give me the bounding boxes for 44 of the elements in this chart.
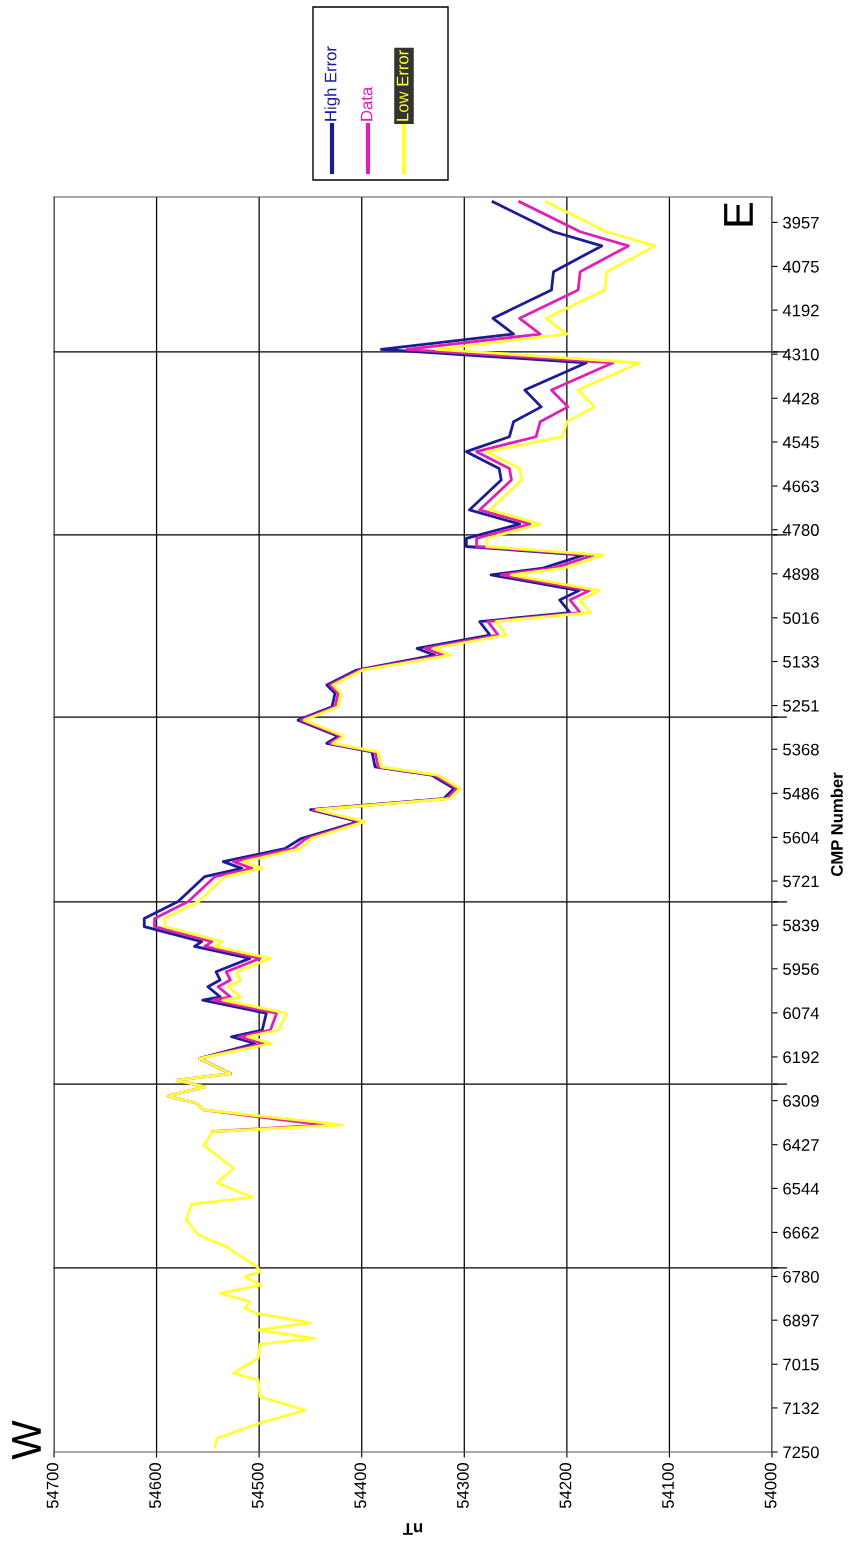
text: Low Error	[396, 50, 409, 121]
x-tick-label: 54700	[46, 1463, 59, 1509]
y-tick-label: 5721	[783, 875, 819, 888]
x-tick-label: 54300	[456, 1463, 469, 1509]
y-tick-label: 6192	[783, 1051, 819, 1064]
y-tick-label: 5368	[783, 743, 819, 756]
y-tick-label: 4545	[782, 436, 819, 449]
y-tick-label: 5133	[783, 655, 819, 668]
y-tick-label: 5839	[783, 919, 819, 932]
y-tick-label: 4663	[782, 480, 819, 493]
x-tick-label: 54500	[251, 1463, 264, 1509]
y-tick-label: 6074	[783, 1007, 820, 1020]
y-tick-label: 6309	[783, 1095, 819, 1107]
text: W	[12, 1420, 41, 1460]
y-tick-label: 3957	[783, 216, 819, 229]
y-tick-label: 5251	[783, 699, 819, 712]
x-tick-label: 54400	[354, 1463, 367, 1509]
y-tick-label: 7015	[783, 1358, 819, 1371]
y-tick-label: 7132	[783, 1402, 819, 1415]
y-tick-label: 6544	[783, 1182, 820, 1195]
y-tick-label: 4428	[782, 392, 819, 405]
y-tick-label: 6662	[783, 1226, 819, 1239]
y-tick-label: 6897	[783, 1314, 819, 1327]
y-tick-label: 4192	[782, 304, 819, 317]
x-tick-label: 54000	[764, 1463, 777, 1509]
y-tick-label: 4075	[782, 260, 819, 273]
text: Data	[360, 86, 373, 121]
text: High Error	[324, 46, 340, 121]
y-axis-title: CMP Number	[830, 772, 843, 876]
y-tick-label: 6780	[783, 1270, 819, 1283]
y-tick-label: 4898	[782, 568, 819, 580]
x-axis-title: nT	[403, 1523, 423, 1535]
y-tick-label: 5604	[783, 831, 820, 844]
y-tick-label: 4310	[782, 348, 819, 361]
y-tick-label: 5956	[783, 963, 819, 976]
x-tick-label: 54100	[662, 1463, 674, 1509]
x-tick-label: 54600	[149, 1463, 162, 1509]
y-tick-label: 4780	[782, 524, 819, 536]
y-tick-label: 5486	[783, 787, 819, 800]
y-tick-label: 7250	[783, 1446, 819, 1459]
x-tick-label: 54200	[559, 1463, 572, 1509]
y-tick-label: 5016	[783, 612, 819, 625]
y-tick-label: 6427	[783, 1139, 819, 1151]
annotation: E	[724, 202, 753, 226]
